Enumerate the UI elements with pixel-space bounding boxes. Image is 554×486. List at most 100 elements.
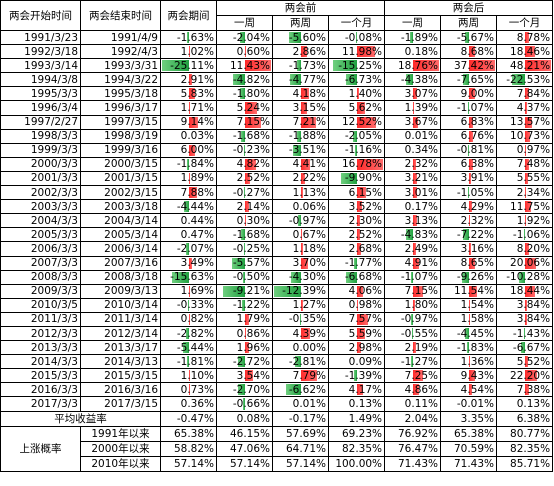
cell: 4.54% [440, 382, 498, 398]
data-bar [188, 370, 190, 382]
cell-text: -6.73% [344, 73, 383, 86]
cell: -1.73% [272, 58, 329, 74]
cell-text: 69.23% [341, 427, 383, 440]
cell-text: 2010/3/5 [30, 299, 78, 312]
cell-text: 2.86% [292, 45, 326, 58]
data-bar [240, 88, 245, 100]
cell: 57.14% [160, 455, 217, 472]
cell-text: 0.18% [404, 45, 439, 58]
header-cell: 一周 [384, 15, 442, 31]
cell-text: 3.84% [516, 313, 551, 326]
cell: 1.13% [272, 185, 329, 201]
data-row: 2005/3/3 2005/3/14 0.47% -1.68% 0.67% 2.52% -4… [0, 227, 554, 243]
data-bar [356, 342, 362, 354]
cell: 2017/3/15 [80, 396, 161, 412]
cell: 4.91% [384, 255, 442, 271]
header-row: 两会开始时间 两会结束时间 两会期间 两会前 两会后 [0, 0, 554, 31]
cell: 3.13% [384, 213, 442, 229]
data-bar [467, 102, 469, 114]
cell-text: 2003/3/18 [104, 200, 158, 213]
cell: 2.68% [327, 241, 386, 257]
cell-text: 0.01% [404, 130, 439, 143]
cell: 0.13% [496, 396, 554, 412]
cell-text: 82.35% [510, 442, 551, 455]
data-bar [356, 313, 369, 325]
cell-text: 3.21% [404, 172, 439, 185]
data-row: 2006/3/3 2006/3/14 -2.07% -0.25% 1.18% 2.68% 2… [0, 241, 554, 257]
cell-text: 65.38% [453, 427, 495, 440]
cell: 2.32% [440, 213, 498, 229]
cell-text: -1.05% [456, 186, 495, 199]
cell: 18.44% [496, 283, 554, 299]
cell: -5.44% [160, 340, 217, 356]
cell-text: 1994/3/22 [104, 73, 158, 86]
cell: 5.24% [216, 100, 273, 116]
data-row: 2013/3/3 2013/3/17 -5.44% 1.96% 0.00% 2.98% 2.… [0, 340, 554, 356]
cell: 7.38% [496, 382, 554, 398]
cell: 0.82% [160, 311, 217, 327]
cell: 7.48% [496, 156, 554, 172]
cell-text: 2.91% [180, 73, 214, 86]
cell: 1.49% [327, 410, 386, 427]
cell: 7.88% [160, 185, 217, 201]
data-bar [468, 46, 475, 58]
data-row: 2015/3/3 2015/3/15 1.10% 3.54% 7.79% -1.39% 7.… [0, 368, 554, 384]
cell-text: -12.39% [282, 285, 326, 298]
data-bar [244, 370, 253, 382]
cell: 0.36% [160, 396, 217, 412]
cell-text: 2000/3/3 [30, 158, 78, 171]
cell-text: 5.83% [180, 87, 214, 100]
cell-text: -9.90% [344, 172, 383, 185]
cell: 6.38% [496, 410, 554, 427]
cell: 2.49% [384, 241, 442, 257]
cell: 6.83% [440, 114, 498, 130]
data-bar [188, 384, 190, 396]
data-bar [188, 74, 192, 86]
data-bar [468, 299, 470, 311]
cell: -2.81% [272, 354, 329, 370]
cell: 3.54% [216, 368, 273, 384]
cell: 1995/3/18 [80, 86, 161, 102]
cell: -1.07% [440, 100, 498, 116]
data-bar [188, 172, 191, 185]
cell: -0.33% [160, 297, 217, 313]
cell-text: 4.18% [292, 87, 326, 100]
data-bar [412, 384, 420, 396]
cell: 0.01% [384, 128, 442, 144]
data-bar [244, 342, 250, 354]
cell-text: 3.70% [292, 257, 326, 270]
cell-text: 4.86% [404, 383, 439, 396]
cell: 0.17% [384, 199, 442, 215]
cell: 3.01% [384, 185, 442, 201]
cell-text: 1.18% [292, 242, 326, 255]
cell-text: -1.06% [512, 228, 551, 241]
cell-text: 3.49% [180, 257, 214, 270]
cell: -1.39% [327, 368, 386, 384]
cell: 2012/3/3 [0, 325, 81, 342]
cell: 7.84% [496, 86, 554, 102]
cell: 2.52% [216, 170, 273, 187]
cell-text: 1992/4/3 [110, 45, 158, 58]
cell: 6.76% [440, 128, 498, 144]
cell-text: 7.15% [404, 285, 439, 298]
cell: 2007/3/3 [0, 255, 81, 271]
cell-text: 2.19% [404, 341, 439, 354]
cell: -0.01% [440, 396, 498, 412]
cell-text: 2002/3/3 [30, 186, 78, 199]
cell-text: -4.45% [456, 327, 495, 340]
cell: 7.15% [216, 114, 273, 130]
cell: 5.62% [327, 100, 386, 116]
cell: 3.49% [160, 255, 217, 271]
cell-text: 3.67% [404, 116, 439, 129]
cell: 2004/3/14 [80, 213, 161, 229]
data-bar [467, 187, 469, 199]
data-bar [468, 130, 474, 142]
cell: -0.50% [216, 269, 273, 285]
cell: 2002/3/15 [80, 185, 161, 201]
data-row: 1994/3/8 1994/3/22 2.91% -4.82% -4.77% -6.73%… [0, 72, 554, 88]
cell: 1.39% [384, 100, 442, 116]
cell: 1992/3/18 [0, 44, 81, 60]
cell-text: 48.21% [510, 59, 551, 72]
data-bar [353, 130, 357, 142]
cell-text: 2012/3/14 [104, 327, 158, 340]
